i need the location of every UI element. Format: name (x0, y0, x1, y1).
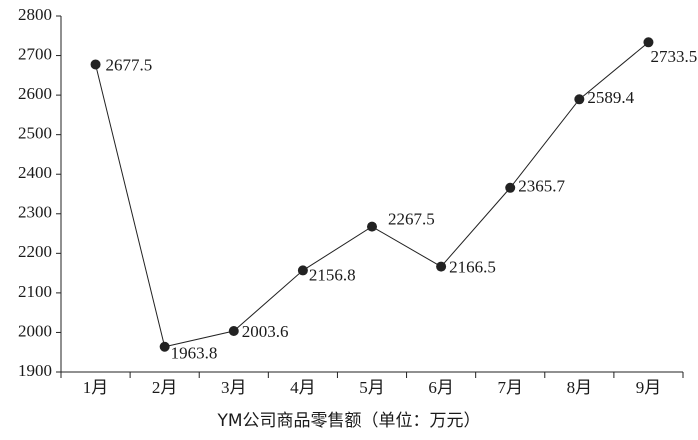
x-tick-label: 7月 (497, 378, 523, 397)
point (574, 94, 585, 105)
value-label: 2365.7 (518, 177, 565, 196)
y-tick-label: 2800 (18, 5, 52, 24)
value-label: 2589.4 (587, 88, 634, 107)
y-tick-label: 2200 (18, 242, 52, 261)
value-label: 2003.6 (242, 322, 289, 341)
value-label: 1963.8 (171, 344, 218, 363)
y-tick-label: 2400 (18, 163, 52, 182)
point (367, 221, 377, 232)
x-axis-label: YM公司商品零售额（单位：万元） (216, 411, 480, 431)
point (228, 326, 239, 337)
point (505, 182, 516, 193)
x-tick-label: 4月 (290, 378, 316, 397)
y-tick-label: 2700 (18, 44, 52, 63)
x-tick-label: 5月 (359, 378, 385, 397)
x-tick-label: 3月 (221, 378, 247, 397)
value-label: 2166.5 (449, 257, 496, 276)
point (297, 265, 308, 276)
y-tick-label: 2100 (18, 282, 52, 301)
point (436, 261, 447, 272)
x-tick-label: 9月 (636, 378, 662, 397)
y-tick-label: 1900 (18, 361, 52, 380)
point (159, 341, 170, 352)
y-tick-label: 2600 (18, 84, 52, 103)
y-tick-label: 2500 (18, 124, 52, 143)
y-tick-label: 2000 (18, 321, 52, 340)
point (643, 37, 654, 48)
point (90, 59, 101, 70)
value-label: 2267.5 (388, 210, 435, 229)
value-label: 2677.5 (106, 55, 153, 74)
value-label: 2733.5 (650, 47, 697, 66)
x-tick-label: 1月 (83, 378, 109, 397)
value-label: 2156.8 (309, 265, 356, 284)
x-tick-label: 2月 (152, 378, 178, 397)
x-tick-label: 6月 (428, 378, 454, 397)
y-tick-label: 2300 (18, 203, 52, 222)
line (95, 41, 649, 348)
x-tick-label: 8月 (567, 378, 593, 397)
